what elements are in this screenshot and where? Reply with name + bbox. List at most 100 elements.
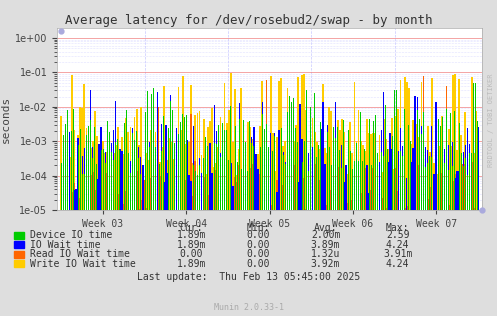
- Bar: [147, 91, 148, 316]
- Bar: [456, 150, 458, 316]
- Bar: [249, 127, 250, 316]
- Bar: [233, 186, 234, 316]
- Bar: [203, 158, 204, 316]
- Bar: [389, 169, 391, 316]
- Bar: [251, 137, 252, 316]
- Bar: [444, 163, 445, 316]
- Bar: [274, 136, 275, 316]
- Bar: [339, 154, 340, 316]
- Bar: [308, 171, 309, 316]
- Bar: [94, 150, 95, 316]
- Bar: [429, 187, 431, 316]
- Bar: [293, 98, 294, 316]
- Bar: [450, 161, 451, 316]
- Bar: [151, 94, 152, 316]
- Bar: [297, 142, 298, 316]
- Bar: [180, 122, 181, 316]
- Bar: [251, 164, 252, 316]
- Bar: [274, 171, 276, 316]
- Bar: [186, 115, 187, 316]
- Bar: [115, 100, 116, 316]
- Bar: [184, 169, 185, 316]
- Text: 0.00: 0.00: [247, 230, 270, 240]
- Bar: [239, 149, 240, 316]
- Bar: [245, 142, 246, 316]
- Bar: [295, 191, 296, 316]
- Bar: [163, 86, 165, 316]
- Bar: [163, 187, 165, 316]
- Bar: [73, 183, 75, 316]
- Bar: [425, 186, 426, 316]
- Bar: [396, 90, 397, 316]
- Bar: [209, 163, 211, 316]
- Bar: [285, 164, 286, 316]
- Bar: [94, 191, 96, 316]
- Bar: [134, 178, 136, 316]
- Bar: [126, 178, 127, 316]
- Bar: [295, 128, 296, 316]
- Bar: [323, 102, 324, 316]
- Bar: [471, 77, 473, 316]
- Bar: [422, 76, 424, 316]
- Bar: [77, 135, 79, 316]
- Bar: [396, 116, 397, 316]
- Text: Device IO time: Device IO time: [30, 230, 112, 240]
- Bar: [440, 125, 441, 316]
- Bar: [243, 158, 244, 316]
- Bar: [341, 118, 343, 316]
- Bar: [333, 157, 334, 316]
- Bar: [345, 111, 346, 316]
- Bar: [324, 173, 326, 316]
- Bar: [435, 160, 436, 316]
- Bar: [199, 158, 200, 316]
- Bar: [349, 122, 351, 316]
- Bar: [333, 127, 334, 316]
- Bar: [409, 125, 410, 316]
- Bar: [293, 131, 294, 316]
- Bar: [153, 154, 155, 316]
- Bar: [469, 144, 470, 316]
- Bar: [287, 112, 288, 316]
- Bar: [63, 188, 64, 316]
- Bar: [216, 144, 217, 316]
- Bar: [385, 150, 387, 316]
- Bar: [318, 149, 320, 316]
- Bar: [418, 165, 420, 316]
- Bar: [301, 75, 303, 316]
- Bar: [90, 90, 91, 316]
- Bar: [65, 124, 66, 316]
- Bar: [98, 144, 100, 316]
- Text: 0.00: 0.00: [179, 249, 203, 259]
- Bar: [100, 148, 102, 316]
- Bar: [356, 142, 357, 316]
- Bar: [201, 173, 202, 316]
- Bar: [375, 132, 376, 316]
- Bar: [353, 82, 355, 316]
- Bar: [145, 112, 146, 316]
- Bar: [416, 125, 418, 316]
- Bar: [360, 193, 362, 316]
- Bar: [473, 82, 474, 316]
- Bar: [243, 130, 245, 316]
- Bar: [400, 128, 401, 316]
- Bar: [82, 156, 83, 316]
- Bar: [305, 110, 307, 316]
- Bar: [270, 133, 271, 316]
- Bar: [151, 130, 152, 316]
- Bar: [253, 146, 254, 316]
- Bar: [458, 171, 460, 316]
- Bar: [61, 116, 62, 316]
- Bar: [413, 148, 414, 316]
- Bar: [251, 139, 252, 316]
- Bar: [393, 169, 395, 316]
- Bar: [117, 127, 119, 316]
- Bar: [427, 150, 428, 316]
- Bar: [304, 141, 305, 316]
- Bar: [454, 74, 456, 316]
- Bar: [257, 169, 259, 316]
- Bar: [239, 103, 240, 316]
- Bar: [164, 182, 165, 316]
- Bar: [429, 173, 430, 316]
- Bar: [437, 174, 439, 316]
- Bar: [316, 157, 317, 316]
